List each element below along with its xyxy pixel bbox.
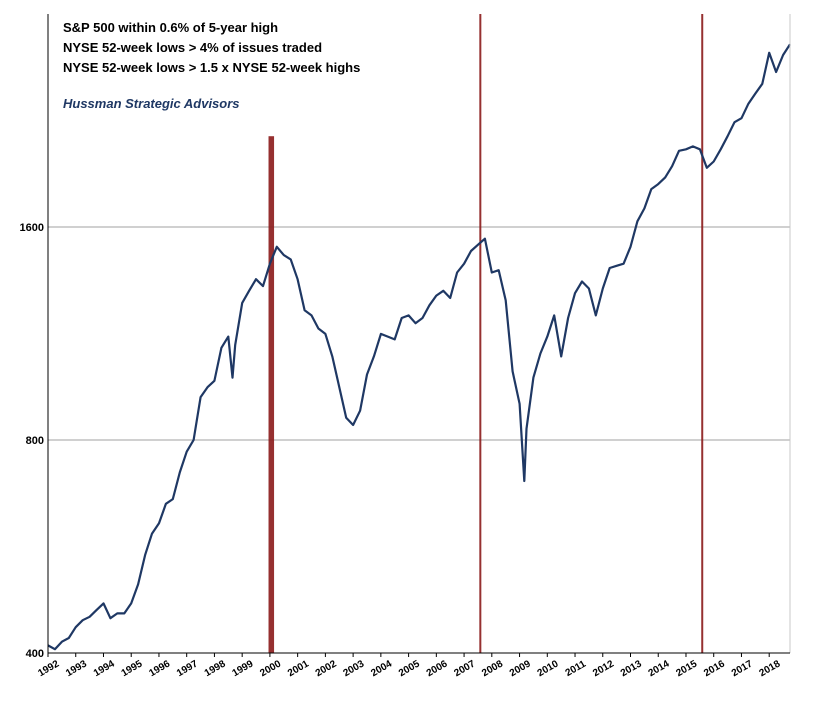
signal-band: [479, 14, 482, 653]
y-tick-label: 800: [26, 435, 44, 447]
x-tick-label: 2015: [674, 658, 699, 679]
x-tick-label: 2013: [619, 658, 644, 679]
x-tick-label: 2014: [647, 658, 672, 679]
credit-text: Hussman Strategic Advisors: [63, 96, 240, 111]
x-tick-label: 2005: [397, 658, 422, 679]
x-tick-label: 2017: [730, 658, 755, 679]
x-tick-label: 1994: [92, 658, 117, 679]
x-tick-label: 2012: [591, 658, 616, 679]
x-tick-label: 1999: [231, 658, 256, 679]
x-tick-label: 1997: [175, 658, 200, 679]
series-line: [47, 43, 791, 651]
signal-band: [268, 136, 275, 653]
x-tick-label: 2004: [369, 658, 394, 679]
x-tick-label: 1992: [36, 658, 61, 679]
x-tick-label: 1995: [120, 658, 145, 679]
x-tick-label: 1996: [147, 658, 172, 679]
signal-layer: [268, 14, 704, 653]
x-tick-label: 2011: [564, 658, 589, 679]
y-tick-label: 400: [26, 648, 44, 660]
axis-layer: 400 800 1600 1992 1993 1994 1995 1996 1997 1998 19…: [20, 14, 791, 679]
x-tick-label: 2018: [758, 658, 783, 679]
grid-layer: [48, 226, 790, 441]
signal-band: [701, 14, 704, 653]
legend: S&P 500 within 0.6% of 5-year high NYSE …: [63, 20, 360, 111]
x-tick-label: 2008: [480, 658, 505, 679]
x-tick-label: 2009: [508, 658, 533, 679]
legend-line-3: NYSE 52-week lows > 1.5 x NYSE 52-week h…: [63, 60, 360, 75]
x-tick-label: 2016: [702, 658, 727, 679]
x-tick-label: 2010: [536, 658, 561, 679]
x-tick-label: 2003: [341, 658, 366, 679]
x-tick-label: 2006: [425, 658, 450, 679]
x-tick-label: 2007: [452, 658, 477, 679]
legend-line-1: S&P 500 within 0.6% of 5-year high: [63, 20, 278, 35]
x-tick-label: 2002: [314, 658, 339, 679]
x-tick-label: 1998: [203, 658, 228, 679]
x-tick-label: 2001: [286, 658, 311, 679]
legend-line-2: NYSE 52-week lows > 4% of issues traded: [63, 40, 322, 55]
y-tick-label: 1600: [20, 222, 44, 234]
x-tick-label: 2000: [258, 658, 283, 679]
x-tick-label: 1993: [64, 658, 89, 679]
series-layer: [47, 43, 791, 651]
